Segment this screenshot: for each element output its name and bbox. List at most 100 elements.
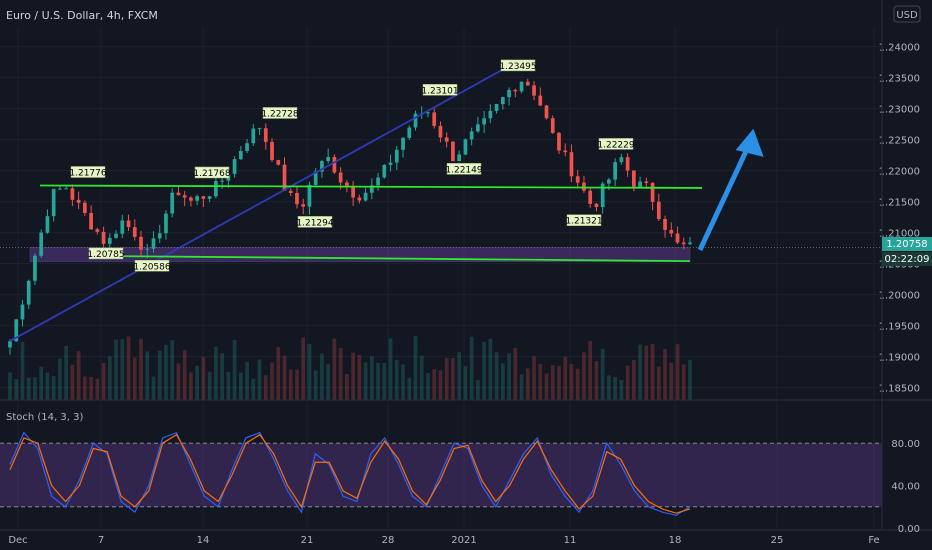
candle-body <box>320 161 324 172</box>
candle <box>451 140 455 162</box>
candle <box>482 111 486 133</box>
candle-body <box>20 304 25 320</box>
x-tick-label: Dec <box>8 535 27 546</box>
volume-bar <box>357 354 362 400</box>
volume-bar <box>307 343 312 400</box>
candle-body <box>89 212 93 230</box>
candle-body <box>58 188 62 190</box>
swing-label-box <box>88 247 124 260</box>
candle-body <box>126 220 131 228</box>
candle <box>120 214 125 239</box>
swing-label: 1.21776 <box>69 166 107 178</box>
volume-bar <box>20 342 25 400</box>
candle <box>114 230 118 239</box>
volume-bar <box>270 362 274 400</box>
candle <box>413 110 418 131</box>
candle-body <box>26 280 31 305</box>
candle-body <box>607 179 611 184</box>
volume-bar <box>313 370 318 400</box>
candle-body <box>95 229 100 232</box>
volume-bar <box>320 353 324 400</box>
candle <box>45 209 50 234</box>
swing-label-text: 1.21768 <box>193 169 230 179</box>
volume-bar <box>170 340 175 400</box>
volume-bar <box>201 356 206 400</box>
candle <box>426 111 430 118</box>
candle-body <box>369 185 374 193</box>
swing-label-text: 1.21776 <box>69 168 106 178</box>
candle-body <box>394 149 399 163</box>
candle-body <box>326 157 331 162</box>
candle-body <box>638 181 642 187</box>
candle-body <box>631 170 636 187</box>
candle-body <box>282 164 287 191</box>
candle <box>500 96 505 110</box>
volume-bar <box>513 348 518 400</box>
candle-body <box>33 255 37 281</box>
volume-bar <box>394 360 399 400</box>
volume-bar <box>207 371 212 400</box>
volume-bar <box>245 361 249 400</box>
candle <box>83 200 87 217</box>
volume-bar <box>226 371 231 400</box>
candle-body <box>8 341 12 348</box>
candle <box>394 145 399 171</box>
volume-bar <box>569 363 574 400</box>
volume-bar <box>563 356 568 400</box>
stoch-tick-label: 40.00 <box>891 482 920 493</box>
candle-body <box>432 112 437 126</box>
swing-label-text: 1.23101 <box>421 86 458 96</box>
candle-body <box>613 162 617 180</box>
projection-arrow-shaft <box>697 141 753 252</box>
trend-line <box>9 67 506 342</box>
candle-body <box>388 162 393 165</box>
volume-bar <box>33 377 37 400</box>
candle-body <box>101 231 106 244</box>
candle <box>625 153 630 177</box>
volume-bar <box>669 362 674 400</box>
support-line <box>119 255 691 263</box>
candle-body <box>507 89 511 98</box>
candle-body <box>413 113 418 128</box>
volume-bar <box>14 379 19 400</box>
candle-body <box>451 141 455 162</box>
volume-bar <box>656 366 661 400</box>
candle-body <box>426 112 430 114</box>
volume-bar <box>351 352 355 400</box>
volume-bar <box>482 341 486 400</box>
countdown-label: 02:22:09 <box>885 254 930 265</box>
volume-bar <box>469 336 474 400</box>
swing-label-box <box>500 59 536 72</box>
candle-body <box>594 203 599 208</box>
candle <box>170 188 175 218</box>
candle <box>557 132 561 155</box>
volume-bar <box>519 374 524 400</box>
volume-bar <box>76 351 81 400</box>
candle <box>357 194 362 204</box>
candle <box>538 87 543 107</box>
volume-bar <box>70 364 75 400</box>
currency-box[interactable] <box>893 5 921 23</box>
candle <box>89 205 93 230</box>
volume-bar <box>282 355 287 400</box>
swing-label-box <box>134 260 170 272</box>
volume-bar <box>382 363 387 400</box>
candle <box>569 144 574 183</box>
swing-label-box <box>262 107 298 119</box>
x-tick-label: 28 <box>382 535 395 546</box>
swing-label-text: 1.22149 <box>445 165 482 175</box>
candle-body <box>132 227 137 237</box>
volume-bar <box>413 336 418 400</box>
swing-label-box <box>422 84 458 96</box>
volume-bar <box>132 357 137 400</box>
candle <box>51 188 56 222</box>
candle <box>232 156 237 178</box>
candle-body <box>189 197 193 201</box>
volume-bar <box>326 364 331 400</box>
candle <box>532 81 536 101</box>
candle-body <box>600 183 605 208</box>
candle-body <box>313 171 318 185</box>
candle <box>382 164 387 179</box>
y-tick-label: 1.22500 <box>879 136 920 147</box>
